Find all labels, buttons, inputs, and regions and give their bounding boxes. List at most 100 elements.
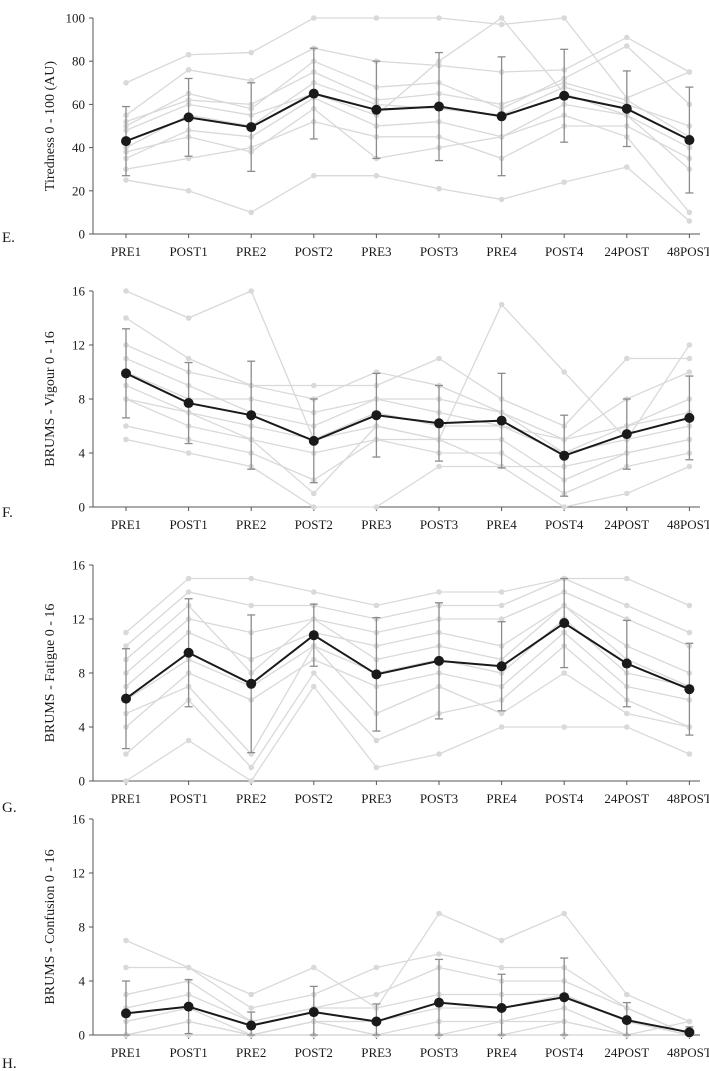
participant-point bbox=[561, 910, 567, 917]
participant-point bbox=[373, 737, 380, 744]
participant-point bbox=[624, 164, 630, 170]
mean-point bbox=[684, 412, 695, 423]
participant-point bbox=[311, 490, 317, 497]
participant-point bbox=[498, 196, 505, 203]
x-tick-label: PRE1 bbox=[111, 1045, 141, 1060]
participant-point bbox=[248, 602, 254, 609]
mean-point bbox=[434, 655, 444, 666]
y-tick-label: 0 bbox=[79, 774, 86, 789]
participant-point bbox=[248, 575, 254, 582]
participant-point bbox=[123, 629, 129, 636]
y-axis-title: BRUMS - Vigour 0 - 16 bbox=[43, 331, 58, 466]
participant-line bbox=[125, 82, 690, 149]
x-tick-label: POST4 bbox=[545, 244, 584, 259]
participant-point bbox=[498, 15, 505, 21]
participant-line bbox=[125, 631, 690, 728]
mean-point bbox=[434, 997, 444, 1008]
panel-g-fatigue-chart: 0 4 8 12 16 PRE1 POST1 PRE2 POST2 PRE3 POST3 PRE4 PO… bbox=[2, 558, 709, 817]
y-tick-label: 60 bbox=[72, 97, 85, 112]
x-tick-label: PRE4 bbox=[486, 791, 517, 806]
panel-label: E. bbox=[2, 230, 15, 246]
x-tick-label: 48POST bbox=[667, 1045, 709, 1060]
participant-line bbox=[125, 357, 690, 454]
x-tick-label: PRE2 bbox=[236, 244, 266, 259]
mean-point bbox=[371, 1016, 382, 1027]
mean-point bbox=[559, 90, 570, 101]
participant-point bbox=[185, 589, 192, 595]
y-tick-label: 16 bbox=[72, 284, 86, 299]
participant-point bbox=[311, 589, 317, 595]
participant-point bbox=[123, 436, 129, 443]
participant-point bbox=[561, 179, 567, 185]
panel-e-tiredness-chart: 0 20 40 60 80 100 PRE1 POST1 PRE2 POST2 PRE3 POST3 P… bbox=[2, 11, 709, 260]
participant-line bbox=[125, 317, 690, 427]
participant-point bbox=[624, 355, 630, 362]
participant-point bbox=[686, 629, 693, 636]
participant-line bbox=[126, 953, 690, 1036]
mean-point bbox=[183, 112, 194, 123]
mean-point bbox=[308, 1007, 319, 1018]
participant-line bbox=[125, 591, 690, 674]
x-tick-label: PRE4 bbox=[486, 1045, 517, 1060]
participant-point bbox=[248, 77, 254, 84]
x-tick-label: POST4 bbox=[545, 791, 584, 806]
x-tick-label: 24POST bbox=[604, 244, 649, 259]
participant-point bbox=[498, 616, 505, 622]
participant-line bbox=[125, 618, 690, 701]
participant-point bbox=[185, 67, 192, 73]
participant-point bbox=[185, 575, 192, 582]
participant-point bbox=[373, 964, 380, 971]
y-tick-label: 40 bbox=[72, 140, 85, 155]
participant-point bbox=[498, 710, 505, 717]
y-tick-label: 16 bbox=[72, 812, 86, 827]
participant-point bbox=[686, 342, 693, 348]
participant-point bbox=[311, 683, 317, 690]
x-tick-label: PRE2 bbox=[236, 517, 266, 532]
mean-point bbox=[496, 661, 507, 672]
participant-line bbox=[125, 577, 690, 633]
mean-point bbox=[496, 1003, 507, 1013]
participant-point bbox=[185, 450, 192, 456]
participant-point bbox=[311, 382, 317, 389]
participant-point bbox=[123, 937, 129, 944]
y-tick-label: 8 bbox=[79, 666, 86, 681]
x-tick-label: PRE2 bbox=[236, 1045, 266, 1060]
mean-point bbox=[183, 647, 194, 658]
participant-point bbox=[373, 602, 380, 609]
participant-point bbox=[436, 15, 442, 21]
participant-point bbox=[123, 177, 129, 183]
mean-point bbox=[371, 410, 382, 421]
participant-point bbox=[624, 710, 630, 717]
participant-point bbox=[561, 369, 567, 375]
participant-line bbox=[125, 107, 690, 213]
participant-point bbox=[185, 355, 192, 362]
mean-point bbox=[684, 684, 695, 695]
participant-point bbox=[686, 602, 693, 609]
participant-point bbox=[686, 355, 693, 362]
mean-point bbox=[308, 88, 319, 99]
participant-point bbox=[248, 1005, 254, 1011]
mean-point bbox=[434, 418, 444, 429]
mean-point bbox=[496, 111, 507, 122]
x-tick-label: 24POST bbox=[604, 517, 649, 532]
participant-line bbox=[125, 398, 690, 481]
participant-line bbox=[125, 17, 690, 99]
y-tick-label: 100 bbox=[66, 11, 86, 26]
y-tick-label: 16 bbox=[72, 558, 86, 573]
x-tick-label: POST2 bbox=[295, 1045, 333, 1060]
participant-point bbox=[373, 991, 380, 998]
participant-point bbox=[311, 172, 317, 179]
mean-point bbox=[621, 658, 632, 669]
participant-point bbox=[373, 764, 380, 771]
participant-point bbox=[311, 964, 317, 971]
mean-point bbox=[308, 630, 319, 641]
participant-point bbox=[686, 218, 693, 224]
participant-line bbox=[125, 438, 690, 508]
x-tick-label: POST3 bbox=[420, 517, 458, 532]
mean-point bbox=[559, 618, 570, 629]
mean-line bbox=[125, 996, 690, 1034]
mean-line bbox=[125, 621, 690, 700]
mean-line bbox=[125, 372, 690, 457]
participant-point bbox=[248, 209, 254, 216]
participant-line bbox=[125, 604, 690, 688]
